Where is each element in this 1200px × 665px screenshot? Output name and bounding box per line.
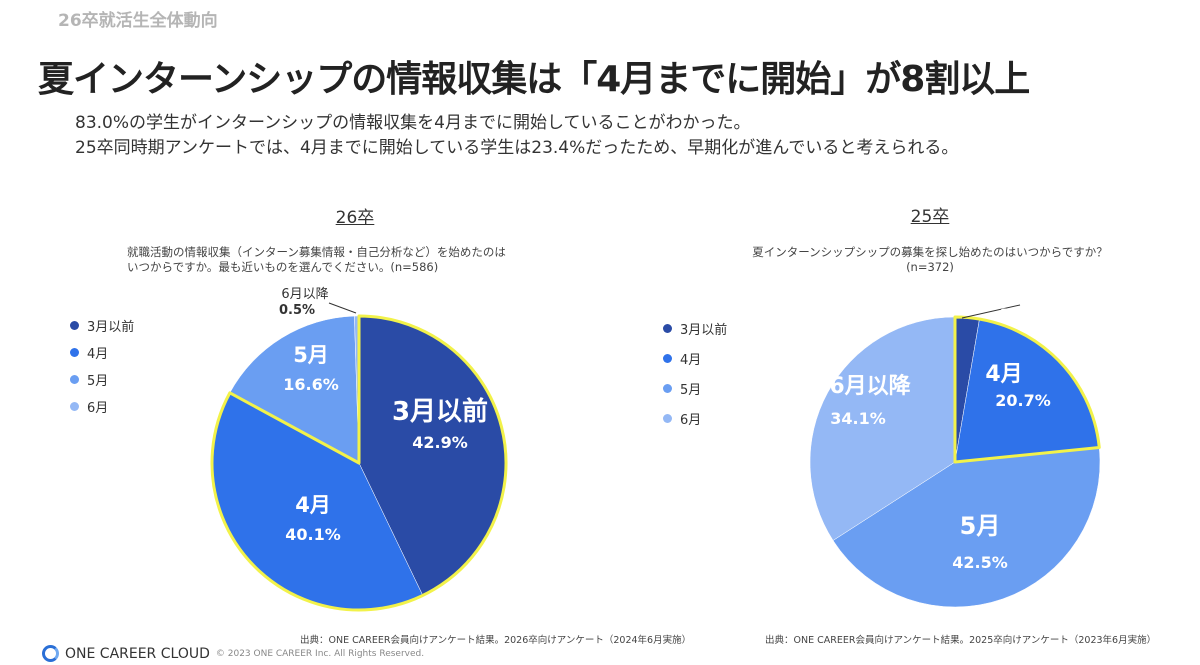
legend-label: 3月以前 (87, 320, 135, 335)
legend-label: 4月 (87, 347, 109, 362)
legend-dot (663, 353, 672, 363)
legend-26: 3月以前 4月 5月 6月 (70, 312, 134, 420)
question-26-line1: 就職活動の情報収集（インターン募集情報・自己分析など）を始めたのは (127, 245, 506, 259)
slice-value: 2.7% (1000, 305, 1044, 324)
slice-value: 42.5% (952, 553, 1008, 572)
legend-label: 5月 (87, 374, 109, 389)
highlight-outline (953, 315, 1101, 464)
legend-dot (70, 321, 79, 330)
legend-item: 4月 (663, 343, 727, 373)
legend-item: 3月以前 (70, 312, 134, 339)
legend-item: 3月以前 (663, 313, 727, 343)
source-25: 出典：ONE CAREER会員向けアンケート結果。2025卒向けアンケート（20… (765, 635, 1157, 646)
pie-slice-5月 (832, 447, 1101, 608)
slice-value: 16.6% (283, 375, 339, 394)
section-label: 26卒就活生全体動向 (58, 11, 218, 31)
legend-label: 5月 (680, 382, 702, 398)
leader-line (328, 302, 357, 314)
description-line-2: 25卒同時期アンケートでは、4月までに開始している学生は23.4%だったため、早… (75, 138, 959, 158)
legend-item: 4月 (70, 339, 134, 366)
pie-slice-5月 (229, 315, 360, 464)
slice-label: 6月以降 (829, 374, 911, 399)
slice-label: 4月 (295, 493, 331, 517)
question-25: 夏インターンシップシップの募集を探し始めたのはいつからですか？ (n=372) (700, 245, 1160, 275)
slice-value: 20.7% (995, 391, 1051, 410)
brand-name: ONE CAREER CLOUD (65, 645, 210, 662)
chart-title-26: 26卒 (335, 208, 375, 228)
legend-dot (70, 375, 79, 384)
legend-25: 3月以前 4月 5月 6月 (663, 313, 727, 433)
question-26: 就職活動の情報収集（インターン募集情報・自己分析など）を始めたのは いつからです… (127, 245, 506, 275)
question-25-line1: 夏インターンシップシップの募集を探し始めたのはいつからですか？ (752, 245, 1108, 259)
description-line-1: 83.0%の学生がインターンシップの情報収集を4月までに開始していることがわかっ… (75, 113, 751, 133)
slice-label-outside: 6月以降 (281, 287, 328, 302)
legend-item: 5月 (663, 373, 727, 403)
legend-dot (70, 348, 79, 357)
page-title: 夏インターンシップの情報収集は「4月までに開始」が8割以上 (38, 59, 1030, 100)
chart-title-25: 25卒 (910, 207, 950, 227)
slice-value-outside: 0.5% (279, 303, 315, 318)
legend-dot (663, 383, 672, 393)
footer: ONE CAREER CLOUD © 2023 ONE CAREER Inc. … (42, 645, 424, 662)
legend-label: 4月 (680, 352, 702, 368)
slice-label: 3月以前 (392, 396, 488, 427)
legend-item: 6月 (663, 403, 727, 433)
highlight-outline (210, 314, 508, 612)
question-26-line2: いつからですか。最も近いものを選んでください。(n=586) (127, 260, 439, 274)
legend-dot (663, 323, 672, 333)
source-26: 出典：ONE CAREER会員向けアンケート結果。2026卒向けアンケート（20… (300, 635, 692, 646)
brand-logo-icon (42, 645, 59, 662)
question-25-line2: (n=372) (906, 260, 954, 274)
legend-item: 6月 (70, 393, 134, 420)
copyright: © 2023 ONE CAREER Inc. All Rights Reserv… (215, 648, 425, 659)
legend-dot (663, 413, 672, 423)
legend-item: 5月 (70, 366, 134, 393)
legend-dot (70, 402, 79, 411)
slice-label: 5月 (293, 343, 329, 367)
legend-label: 3月以前 (680, 322, 728, 338)
legend-label: 6月 (87, 401, 109, 416)
legend-label: 6月 (680, 412, 702, 428)
pie-slice-6月以降 (809, 316, 956, 541)
slice-value: 42.9% (412, 433, 468, 452)
slice-label: 4月 (985, 362, 1022, 387)
slice-label: 5月 (960, 512, 1001, 540)
slice-label: 3月以前 (981, 272, 1062, 298)
leader-line (961, 304, 1021, 319)
slice-value: 34.1% (830, 409, 886, 428)
slice-value: 40.1% (285, 525, 341, 544)
